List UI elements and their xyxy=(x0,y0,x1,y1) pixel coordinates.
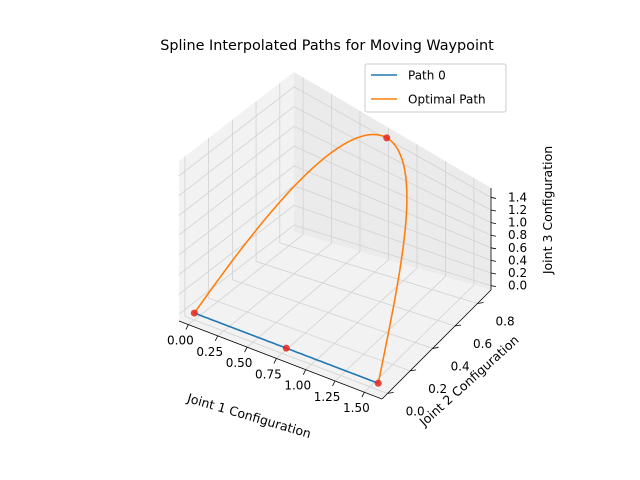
waypoint-marker xyxy=(383,134,391,142)
x-tick-mark xyxy=(244,346,248,353)
x-gridline xyxy=(305,144,418,370)
z-tick-mark xyxy=(490,234,497,237)
x-gridline xyxy=(276,127,389,359)
y-gridline xyxy=(279,83,478,304)
x-tick-mark xyxy=(185,324,189,330)
axis-panes xyxy=(179,72,491,399)
y-tick-label: 0.6 xyxy=(473,337,492,351)
z-tick-mark xyxy=(490,209,497,212)
z-tick-label: 0.2 xyxy=(508,266,527,280)
x-gridline xyxy=(364,177,475,393)
z-gridline xyxy=(178,165,492,256)
y-tick-mark xyxy=(432,347,439,349)
z-tick-mark xyxy=(490,260,497,262)
z-axis-label: Joint 3 Configuration xyxy=(540,146,555,275)
z-tick-label: 0.6 xyxy=(508,241,527,255)
z-tick-mark xyxy=(490,247,497,250)
waypoint-marker xyxy=(282,344,290,352)
legend-label-path-0: Path 0 xyxy=(408,69,446,83)
floor-pane xyxy=(179,232,491,399)
z-tick-mark xyxy=(490,285,497,287)
x-tick-label: 0.25 xyxy=(196,345,223,359)
waypoint-marker xyxy=(190,309,198,317)
z-tick-label: 0.4 xyxy=(508,253,527,267)
x-gridline xyxy=(188,77,304,325)
x-gridline xyxy=(217,94,333,337)
x-gridline xyxy=(334,161,446,382)
legend: Path 0 Optimal Path xyxy=(364,63,507,113)
y-axis-line xyxy=(381,289,492,400)
x-tick-label: 0.75 xyxy=(255,367,282,381)
y-tick-label: 0.0 xyxy=(406,404,425,418)
x-tick-mark xyxy=(302,369,307,375)
x-tick-mark xyxy=(214,335,219,342)
z-tick-label: 0.8 xyxy=(508,228,527,242)
y-gridline xyxy=(184,156,388,394)
x-tick-label: 0.50 xyxy=(226,356,253,370)
y-tick-label: 0.2 xyxy=(428,382,447,396)
x-tick-label: 1.50 xyxy=(343,401,370,415)
z-tick-label: 0.0 xyxy=(508,279,527,293)
z-tick-mark xyxy=(490,197,497,199)
y-tick-mark xyxy=(387,391,394,394)
z-gridline xyxy=(178,86,492,198)
axis-ticks: 0.000.250.500.751.001.251.50 0.00.20.40.6… xyxy=(167,190,527,418)
z-tick-label: 1.4 xyxy=(508,190,527,204)
left-wall-pane xyxy=(179,72,294,321)
z-gridline xyxy=(178,106,492,211)
y-gridline xyxy=(255,101,456,327)
legend-label-optimal-path: Optimal Path xyxy=(408,93,486,107)
waypoint-markers xyxy=(190,134,391,387)
y-tick-label: 0.4 xyxy=(451,359,470,373)
legend-box xyxy=(364,63,507,113)
y-gridline xyxy=(208,138,411,372)
x-axis-line xyxy=(178,320,383,400)
x-tick-mark xyxy=(361,392,365,398)
y-tick-mark xyxy=(410,369,417,372)
z-tick-label: 1.2 xyxy=(508,203,527,217)
x-gridline xyxy=(246,110,361,348)
x-tick-mark xyxy=(273,358,277,364)
x-axis-label: Joint 1 Configuration xyxy=(185,390,313,441)
z-tick-label: 1.0 xyxy=(508,216,527,230)
y-tick-mark xyxy=(477,302,484,304)
chart-title: Spline Interpolated Paths for Moving Way… xyxy=(160,38,494,54)
x-tick-label: 1.00 xyxy=(284,379,311,393)
grid-lines xyxy=(178,77,492,394)
y-tick-mark xyxy=(454,324,462,327)
z-gridline xyxy=(178,224,492,315)
x-tick-mark xyxy=(332,380,336,387)
z-tick-mark xyxy=(490,222,497,225)
waypoint-marker xyxy=(374,379,382,387)
x-tick-label: 1.25 xyxy=(314,390,341,404)
x-tick-label: 0.00 xyxy=(167,334,194,348)
y-tick-label: 0.8 xyxy=(496,314,515,328)
z-gridline xyxy=(178,125,492,223)
back-wall-pane xyxy=(294,72,491,290)
y-gridline xyxy=(231,119,433,349)
z-gridline xyxy=(178,204,492,295)
z-gridline xyxy=(178,145,492,236)
z-tick-mark xyxy=(490,272,497,275)
